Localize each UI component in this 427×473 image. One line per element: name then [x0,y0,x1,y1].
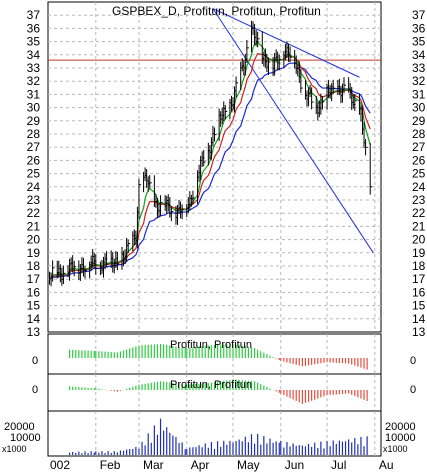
osc-bars [68,379,368,404]
oscillator-panel: Profitun, Profitun 0 0 [32,373,416,412]
price-tick-label-right: 35 [412,35,426,49]
price-tick-label-left: 34 [27,48,41,62]
price-tick-label-right: 27 [412,140,426,154]
price-tick-label-left: 32 [27,74,41,88]
price-tick-label-right: 22 [412,206,426,220]
macd-bars [68,344,368,370]
price-tick-label-left: 21 [27,219,41,233]
price-tick-label-left: 17 [27,272,41,286]
price-tick-label-left: 14 [27,312,41,326]
ma-fast-line [49,41,371,280]
volume-tick-10000-right: 10000 [385,432,416,444]
volume-bars [68,418,368,455]
price-tick-label-left: 31 [27,87,41,101]
price-tick-label-left: 26 [27,153,41,167]
price-title: GSPBEX_D, Profitun, Profitun, Profitun [112,4,321,18]
macd-zero-right: 0 [410,355,416,367]
price-tick-label-left: 23 [27,193,41,207]
price-tick-label-left: 16 [27,285,41,299]
macd-title: Profitun, Profitun [170,339,252,351]
macd-panel: Profitun, Profitun 0 0 [32,333,416,375]
price-ticks-left: 1314151617181920212223242526272829303132… [27,8,41,339]
price-tick-label-right: 28 [412,127,426,141]
price-tick-label-left: 22 [27,206,41,220]
price-tick-label-right: 19 [412,246,426,260]
price-tick-label-right: 31 [412,87,426,101]
price-tick-label-left: 20 [27,233,41,247]
ma-slow-line [49,62,371,280]
price-tick-label-left: 13 [27,325,41,339]
volume-unit-right: x1000 [383,444,408,454]
x-tick-label: 002 [50,458,70,472]
price-tick-label-left: 27 [27,140,41,154]
price-tick-label-right: 18 [412,259,426,273]
x-tick-label: Au [379,458,394,472]
price-tick-label-left: 24 [27,180,41,194]
price-tick-label-left: 30 [27,101,41,115]
price-tick-label-right: 32 [412,74,426,88]
volume-tick-20000-left: 20000 [4,421,35,433]
price-tick-label-right: 15 [412,299,426,313]
price-tick-label-left: 36 [27,21,41,35]
price-panel: 1314151617181920212223242526272829303132… [27,1,426,339]
osc-zero-left: 0 [32,384,38,396]
volume-tick-10000-left: 10000 [10,432,41,444]
price-tick-label-left: 29 [27,114,41,128]
price-tick-label-right: 13 [412,325,426,339]
x-tick-label: Mar [143,458,164,472]
price-tick-label-right: 26 [412,153,426,167]
price-tick-label-right: 34 [412,48,426,62]
trendline [212,8,374,254]
x-axis: 002 Feb Mar Apr May Jun Jul Au [50,458,394,472]
price-tick-label-right: 14 [412,312,426,326]
price-tick-label-left: 33 [27,61,41,75]
price-tick-label-left: 19 [27,246,41,260]
macd-zero-left: 0 [32,355,38,367]
osc-zero-right: 0 [410,384,416,396]
price-bars [49,20,373,287]
price-tick-label-right: 33 [412,61,426,75]
volume-panel: 20000 10000 20000 10000 x1000 x1000 [2,410,416,457]
price-tick-label-left: 15 [27,299,41,313]
price-tick-label-right: 20 [412,233,426,247]
x-tick-label: May [237,458,260,472]
price-tick-label-right: 36 [412,21,426,35]
price-tick-label-right: 24 [412,180,426,194]
volume-tick-20000-right: 20000 [385,421,416,433]
x-tick-label: Jul [331,458,346,472]
price-tick-label-right: 21 [412,219,426,233]
price-tick-label-right: 23 [412,193,426,207]
price-ticks-right: 1314151617181920212223242526272829303132… [412,8,426,339]
price-tick-label-left: 35 [27,35,41,49]
price-tick-label-left: 37 [27,8,41,22]
osc-title: Profitun, Profitun [170,379,252,391]
price-tick-label-right: 29 [412,114,426,128]
price-tick-label-right: 16 [412,285,426,299]
price-tick-label-left: 18 [27,259,41,273]
price-tick-label-right: 17 [412,272,426,286]
trendline [212,8,360,78]
x-tick-label: Jun [285,458,304,472]
price-tick-label-left: 25 [27,167,41,181]
price-tick-label-right: 30 [412,101,426,115]
price-tick-label-right: 25 [412,167,426,181]
price-tick-label-right: 37 [412,8,426,22]
x-tick-label: Apr [191,458,210,472]
trendlines [212,8,374,254]
volume-unit-left: x1000 [2,444,27,454]
price-tick-label-left: 28 [27,127,41,141]
x-tick-label: Feb [100,458,121,472]
